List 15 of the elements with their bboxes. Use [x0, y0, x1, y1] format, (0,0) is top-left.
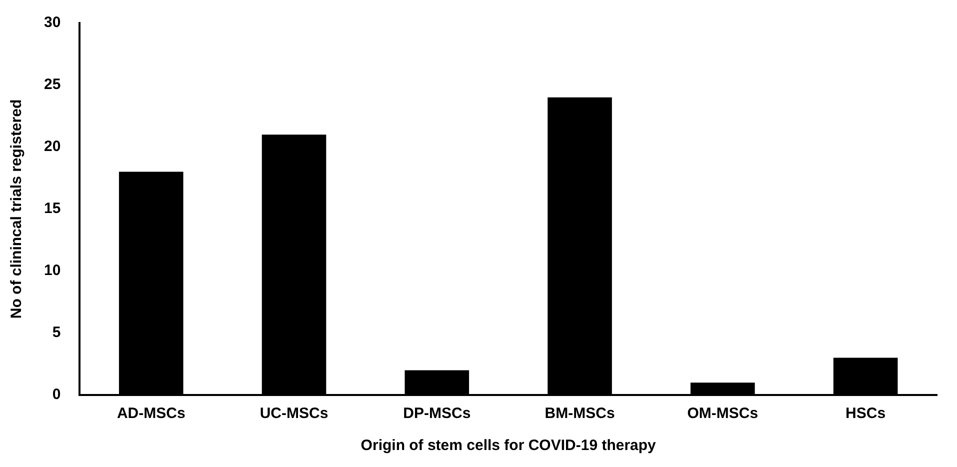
- y-axis-title: No of clinincal trials registered: [8, 99, 26, 319]
- x-tick-label: DP-MSCs: [403, 405, 471, 422]
- y-tick-label: 25: [44, 76, 61, 94]
- y-tick-label: 10: [44, 262, 61, 280]
- y-tick-label: 20: [44, 138, 61, 156]
- y-tick-label: 15: [44, 200, 61, 218]
- y-tick-label: 5: [52, 324, 61, 342]
- y-tick-label: 30: [44, 14, 61, 32]
- x-tick-label: UC-MSCs: [260, 405, 328, 422]
- x-axis-title: Origin of stem cells for COVID-19 therapy: [360, 437, 657, 454]
- x-tick-label: BM-MSCs: [544, 405, 615, 422]
- x-tick-label: HSCs: [846, 405, 886, 422]
- y-tick-label: 0: [52, 386, 61, 404]
- x-tick-label: OM-MSCs: [687, 405, 758, 422]
- x-tick-label: AD-MSCs: [116, 405, 186, 422]
